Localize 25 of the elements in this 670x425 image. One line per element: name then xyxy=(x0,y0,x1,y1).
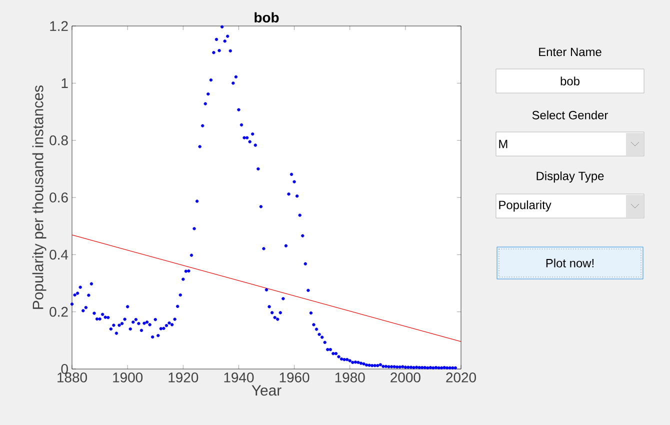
text: M xyxy=(499,140,508,148)
x-tick-label: 1960 xyxy=(280,372,310,382)
text: Popularity xyxy=(499,200,552,212)
y-tick-label: 0.6 xyxy=(50,192,68,202)
y-tick-label: 0.4 xyxy=(50,250,68,260)
x-tick-label: 2020 xyxy=(446,372,476,382)
x-tick-label: 1880 xyxy=(58,372,87,382)
text: Display Type xyxy=(536,171,604,183)
y-tick-label: 0 xyxy=(61,364,68,374)
y-axis-title: Popularity per thousand instances xyxy=(32,86,46,309)
x-tick-label: 1940 xyxy=(224,372,254,382)
y-tick-label: 1 xyxy=(62,78,68,88)
chart-title: bob xyxy=(254,12,279,23)
text: Plot now! xyxy=(546,258,594,268)
text: Select Gender xyxy=(532,110,608,120)
y-tick-label: 0.2 xyxy=(50,306,68,317)
x-axis-title: Year xyxy=(252,385,282,396)
x-tick-label: 1900 xyxy=(113,372,143,382)
text: Enter Name xyxy=(539,48,602,56)
x-tick-label: 1980 xyxy=(335,372,365,382)
y-tick-label: 0.8 xyxy=(50,135,68,146)
text: bob xyxy=(560,76,580,86)
x-tick-label: 1920 xyxy=(168,372,198,382)
y-tick-label: 1.2 xyxy=(50,21,68,31)
x-tick-label: 2000 xyxy=(390,372,420,382)
